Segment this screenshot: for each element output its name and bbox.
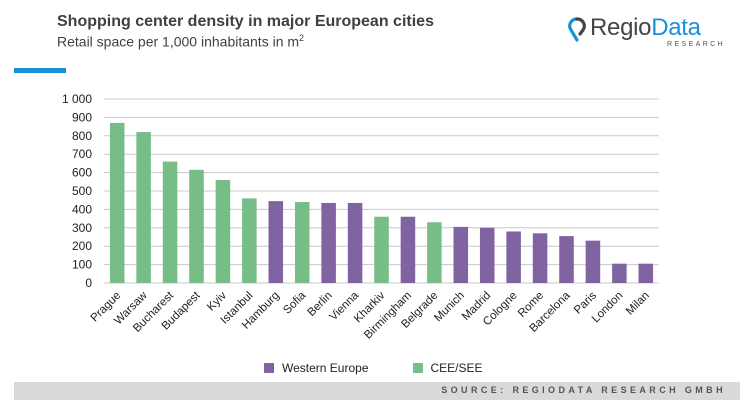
- bar-budapest: [189, 169, 204, 283]
- legend-swatch-western: [264, 363, 274, 373]
- legend-label-cee: CEE/SEE: [430, 361, 483, 375]
- bar-barcelona: [559, 236, 574, 283]
- bar-bucharest: [162, 161, 178, 283]
- chart-title: Shopping center density in major Europea…: [57, 13, 434, 30]
- legend-item-cee-see: CEE/SEE: [412, 361, 483, 375]
- bar-rome: [532, 233, 548, 283]
- y-tick-label: 400: [72, 202, 92, 216]
- legend-item-western-europe: Western Europe: [264, 361, 369, 375]
- accent-bar: [14, 68, 66, 73]
- legend-swatch-cee: [412, 363, 423, 373]
- logo-data: Data: [651, 14, 701, 41]
- bar-kyiv: [215, 179, 231, 283]
- legend: Western Europe CEE/SEE: [264, 361, 483, 375]
- bar-istanbul: [242, 198, 257, 283]
- footer-bar: SOURCE: REGIODATA RESEARCH GMBH: [14, 382, 740, 400]
- bar-sofia: [294, 202, 310, 283]
- y-tick-label: 300: [72, 221, 92, 235]
- x-tick-label: Munich: [432, 290, 467, 325]
- location-pin-icon: [568, 17, 586, 42]
- bar-cologne: [506, 231, 521, 283]
- bar-vienna: [347, 202, 363, 283]
- bar-prague: [109, 122, 125, 283]
- legend-label-western: Western Europe: [282, 361, 369, 375]
- logo-regio: Regio: [590, 14, 652, 41]
- bar-munich: [453, 226, 469, 283]
- bar-madrid: [479, 227, 495, 283]
- bar-birmingham: [400, 216, 416, 283]
- x-tick-label: Milan: [624, 290, 652, 318]
- subtitle-superscript: 2: [299, 33, 305, 43]
- x-tick-label: Sofia: [281, 289, 308, 316]
- logo-research: RESEARCH: [667, 41, 726, 48]
- bar-london: [612, 263, 627, 283]
- chart-subtitle: Retail space per 1,000 inhabitants in m2: [57, 33, 304, 50]
- y-tick-label: 1 000: [62, 92, 92, 106]
- bar-warsaw: [136, 132, 151, 283]
- bar-paris: [585, 240, 601, 283]
- y-tick-label: 700: [72, 147, 92, 161]
- bar-berlin: [321, 202, 336, 283]
- logo-wordmark: RegioData: [590, 14, 701, 42]
- source-note: SOURCE: REGIODATA RESEARCH GMBH: [441, 385, 726, 395]
- bar-hamburg: [268, 201, 284, 283]
- y-tick-label: 100: [72, 258, 92, 272]
- bars: [109, 122, 654, 283]
- y-axis-ticks: 0 100 200 300 400 500 600 700 800 900 1 000: [62, 92, 92, 290]
- bar-milan: [638, 263, 654, 283]
- y-tick-label: 0: [85, 276, 92, 290]
- y-tick-label: 200: [72, 239, 92, 253]
- bar-belgrade: [427, 222, 442, 283]
- regiodata-logo: RegioData RESEARCH: [568, 14, 728, 50]
- y-tick-label: 600: [72, 166, 92, 180]
- y-tick-label: 900: [72, 110, 92, 124]
- y-tick-label: 500: [72, 184, 92, 198]
- subtitle-text: Retail space per 1,000 inhabitants in m: [57, 33, 300, 50]
- bar-kharkiv: [374, 216, 389, 283]
- bar-chart: 0 100 200 300 400 500 600 700 800 900 1 000 Prague…: [62, 92, 659, 342]
- y-tick-label: 800: [72, 129, 92, 143]
